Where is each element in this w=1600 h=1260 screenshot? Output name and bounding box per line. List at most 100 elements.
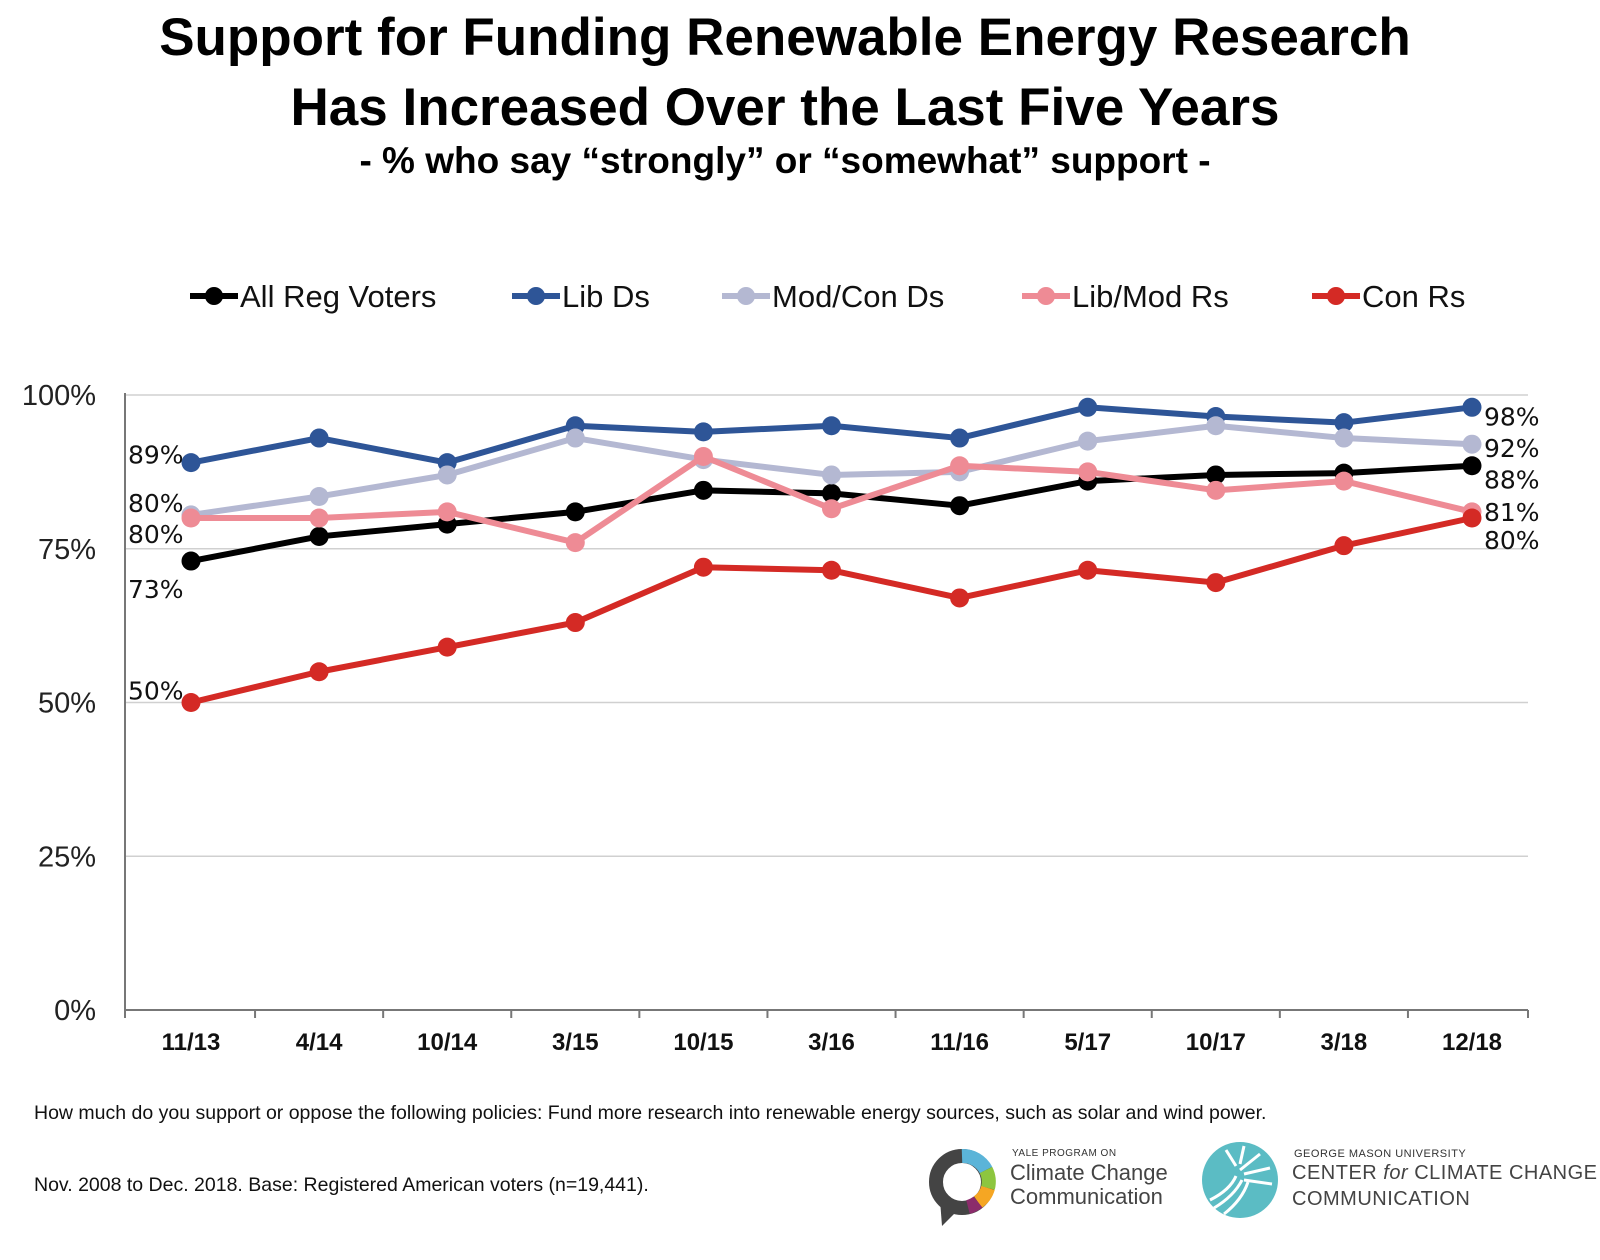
x-tick-label: 11/13 (162, 1029, 221, 1056)
legend-swatch-marker (205, 287, 223, 305)
data-point (1078, 462, 1098, 482)
data-point (1462, 456, 1482, 476)
legend-label: All Reg Voters (240, 279, 436, 314)
data-point (1206, 480, 1226, 500)
data-point (309, 526, 329, 546)
data-point (437, 465, 457, 485)
start-value-label: 80% (128, 520, 184, 549)
line-chart: All Reg Voters Lib Ds Mod/Con Ds Lib/Mod Rs… (22, 279, 1540, 1056)
data-point (1334, 471, 1354, 491)
data-point (565, 613, 585, 633)
chart-legend: All Reg Voters Lib Ds Mod/Con Ds Lib/Mod Rs… (190, 279, 1465, 314)
y-tick-label: 100% (22, 380, 96, 412)
data-point (1206, 416, 1226, 436)
yale-logo-small-text: YALE PROGRAM ON (1012, 1148, 1117, 1159)
data-point (181, 453, 201, 473)
legend-swatch-marker (1327, 287, 1345, 305)
chart-data-labels: 73%88%89%98%80%92%80%81%50%80% (128, 402, 1540, 705)
x-tick-label: 3/18 (1321, 1029, 1368, 1056)
legend-label: Con Rs (1362, 279, 1465, 314)
y-tick-label: 50% (38, 688, 96, 720)
data-point (1462, 508, 1482, 528)
data-point (181, 551, 201, 571)
chart-subtitle: - % who say “strongly” or “somewhat” sup… (359, 140, 1211, 181)
x-tick-label: 3/15 (552, 1029, 599, 1056)
y-tick-label: 25% (38, 841, 96, 873)
data-point (950, 428, 970, 448)
data-point (693, 480, 713, 500)
end-value-label: 80% (1484, 526, 1540, 555)
series-line-4 (190, 515, 1473, 706)
x-tick-label: 11/16 (930, 1029, 989, 1056)
start-value-label: 50% (128, 677, 184, 706)
data-point (1334, 413, 1354, 433)
data-point (1462, 434, 1482, 454)
start-value-label: 80% (128, 489, 184, 518)
data-point (565, 428, 585, 448)
start-value-label: 73% (128, 575, 184, 604)
x-tick-label: 10/15 (673, 1029, 733, 1056)
end-value-label: 81% (1484, 498, 1540, 527)
end-value-label: 98% (1484, 402, 1540, 431)
gmu-logo-line-1: CENTER for CLIMATE CHANGE (1292, 1162, 1598, 1184)
x-tick-label: 5/17 (1064, 1029, 1111, 1056)
data-point (693, 447, 713, 466)
data-point (1334, 428, 1354, 448)
chart-series (181, 397, 1482, 712)
gmu-logo-line-2: COMMUNICATION (1292, 1188, 1471, 1210)
chart-title-line-2: Has Increased Over the Last Five Years (290, 78, 1280, 137)
data-point (693, 422, 713, 442)
data-point (565, 533, 585, 553)
x-tick-label: 10/17 (1186, 1029, 1246, 1056)
end-value-label: 88% (1484, 466, 1540, 495)
yale-logo-icon (929, 1149, 996, 1226)
data-point (822, 483, 841, 503)
footnote-base: Nov. 2008 to Dec. 2018. Base: Registered… (34, 1174, 649, 1196)
y-tick-label: 75% (38, 534, 96, 566)
legend-swatch-marker (737, 287, 755, 305)
data-point (437, 502, 457, 522)
data-point (950, 496, 970, 516)
y-tick-label: 0% (54, 995, 96, 1027)
yale-logo-line-1: Climate Change (1010, 1160, 1168, 1185)
data-point (1078, 560, 1098, 580)
data-point (822, 465, 841, 485)
data-point (1462, 397, 1482, 417)
data-point (565, 502, 585, 522)
legend-label: Lib Ds (562, 279, 650, 314)
data-point (693, 557, 713, 577)
data-point (822, 560, 841, 580)
data-point (309, 486, 329, 506)
start-value-label: 89% (128, 441, 184, 470)
data-point (309, 428, 329, 448)
data-point (1334, 536, 1354, 556)
data-point (1078, 431, 1098, 451)
data-point (181, 693, 201, 712)
data-point (437, 637, 457, 657)
x-tick-label: 12/18 (1442, 1029, 1502, 1056)
footnote-question: How much do you support or oppose the fo… (34, 1102, 1267, 1124)
x-tick-label: 4/14 (296, 1029, 343, 1056)
data-point (309, 508, 329, 528)
data-point (181, 508, 201, 528)
data-point (950, 456, 970, 476)
data-point (1206, 573, 1226, 593)
chart-title-line-1: Support for Funding Renewable Energy Res… (159, 8, 1411, 67)
data-point (1078, 397, 1098, 417)
chart-gridlines (125, 394, 1528, 857)
end-value-label: 92% (1484, 434, 1540, 463)
gmu-logo-icon (1202, 1142, 1278, 1218)
yale-logo-line-2: Communication (1010, 1184, 1163, 1209)
data-point (822, 499, 841, 519)
legend-label: Mod/Con Ds (772, 279, 944, 314)
data-point (309, 662, 329, 682)
gmu-logo-small-text: GEORGE MASON UNIVERSITY (1294, 1148, 1467, 1160)
x-tick-label: 10/14 (417, 1029, 478, 1056)
data-point (1206, 465, 1226, 485)
legend-swatch-marker (527, 287, 545, 305)
x-tick-label: 3/16 (808, 1029, 855, 1056)
legend-swatch-marker (1037, 287, 1055, 305)
data-point (822, 416, 841, 436)
chart-axes: 0% 25% 50% 75% 100% 11/13 4/14 10/14 3/15 10/15 3/… (22, 380, 1529, 1056)
data-point (950, 588, 970, 608)
